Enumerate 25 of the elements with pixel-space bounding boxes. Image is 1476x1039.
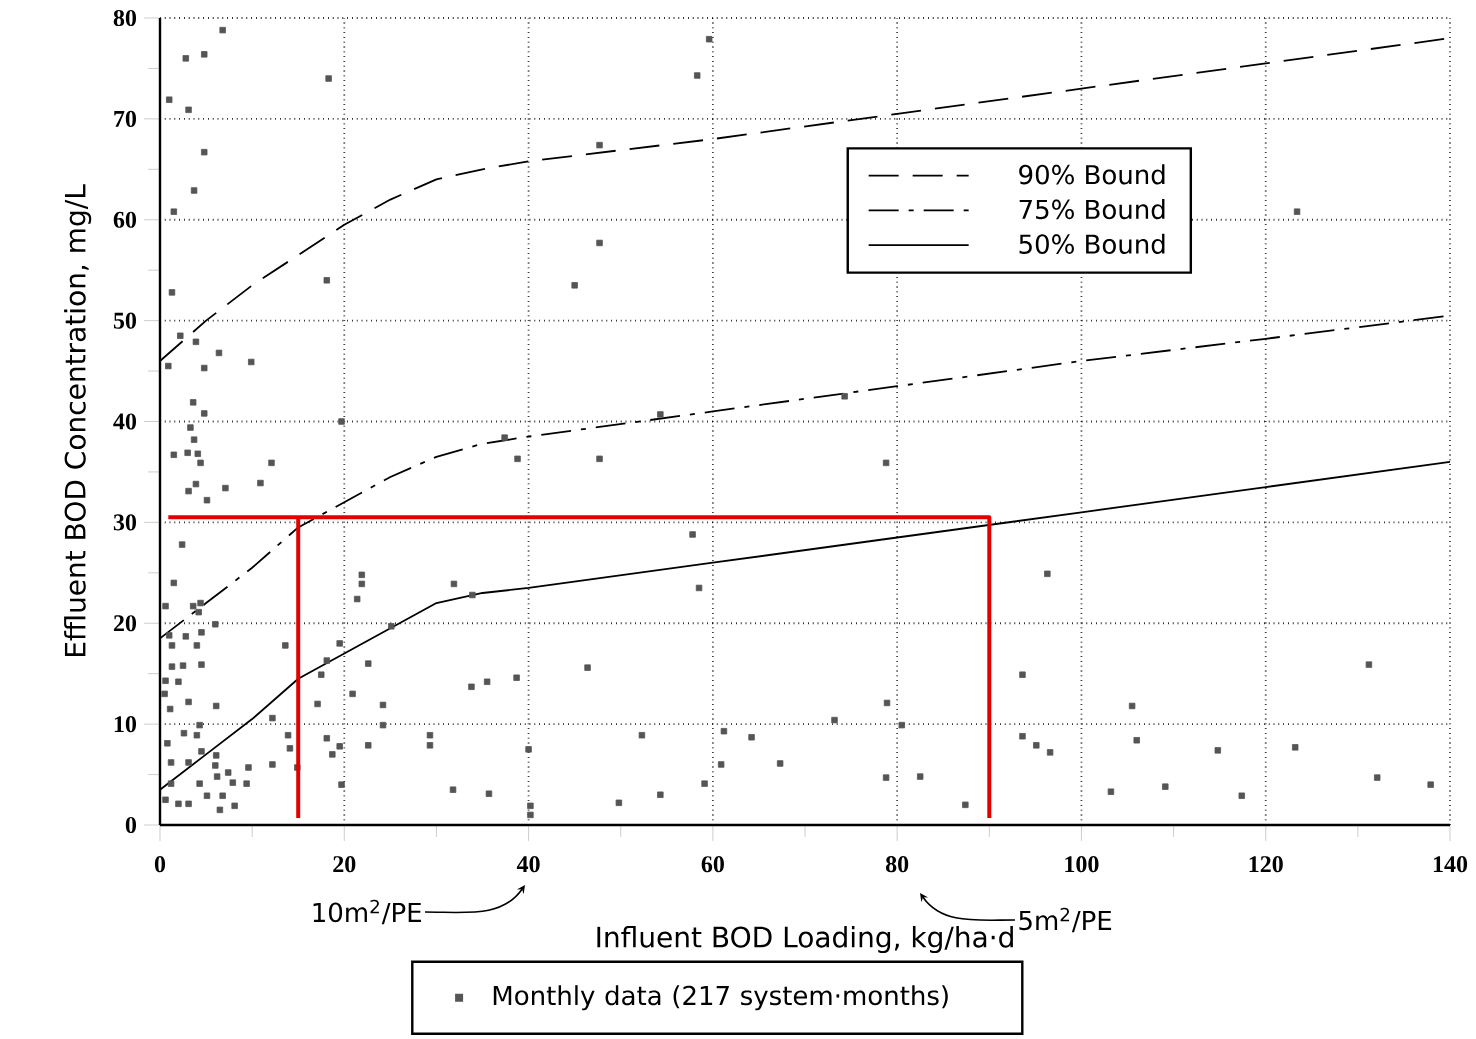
legend-label: 90% Bound [1019,164,1165,185]
y-tick-label: 10 [114,716,137,733]
x-tick-label: 80 [885,856,909,873]
y-tick-label: 0 [125,816,137,834]
legend-label: Monthly data (217 system·months) [493,985,948,1011]
x-tick-label: 60 [701,856,724,873]
y-tick-label: 60 [113,211,137,228]
x-tick-label: 120 [1249,856,1283,873]
legend-label: 75% Bound [1019,199,1165,220]
x-axis-title: Influent BOD Loading, kg/ha·d [597,926,1013,954]
y-tick-label: 30 [113,514,137,531]
x-tick-label: 100 [1065,856,1099,873]
x-tick-label: 140 [1433,856,1468,873]
y-axis-title: Effluent BOD Concentration, mg/L [64,184,92,657]
y-tick-label: 40 [113,413,137,430]
x-tick-label: 20 [333,856,356,873]
y-tick-label: 70 [114,110,137,127]
y-tick-label: 50 [113,312,137,329]
text: 5m$^{2}$/PE [1019,907,1112,933]
legend-label: 50% Bound [1019,233,1165,254]
x-tick-label: 40 [516,856,540,873]
y-tick-label: 80 [113,9,137,27]
y-tick-label: 20 [113,615,137,632]
text: 10m$^{2}$/PE [313,899,421,925]
x-tick-label: 0 [154,856,166,873]
